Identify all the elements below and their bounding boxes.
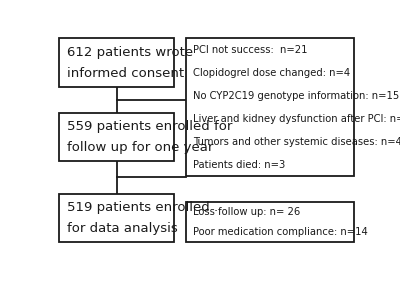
FancyBboxPatch shape [59, 38, 174, 87]
Text: Loss follow up: n= 26: Loss follow up: n= 26 [193, 207, 300, 217]
Text: No CYP2C19 genotype information: n=15: No CYP2C19 genotype information: n=15 [193, 91, 399, 101]
FancyBboxPatch shape [186, 202, 354, 242]
FancyBboxPatch shape [186, 38, 354, 176]
Text: Patients died: n=3: Patients died: n=3 [193, 160, 285, 170]
FancyBboxPatch shape [59, 194, 174, 242]
Text: PCI not success:  n=21: PCI not success: n=21 [193, 45, 307, 55]
Text: 559 patients enrolled for
follow up for one year: 559 patients enrolled for follow up for … [67, 120, 232, 154]
Text: Liver and kidney dysfunction after PCI: n=6: Liver and kidney dysfunction after PCI: … [193, 114, 400, 124]
Text: 612 patients wrote
informed consent: 612 patients wrote informed consent [67, 45, 193, 80]
Text: Poor medication compliance: n=14: Poor medication compliance: n=14 [193, 227, 367, 237]
Text: 519 patients enrolled .
for data analysis: 519 patients enrolled . for data analysi… [67, 201, 218, 235]
FancyBboxPatch shape [59, 113, 174, 161]
Text: Tumors and other systemic diseases: n=4: Tumors and other systemic diseases: n=4 [193, 137, 400, 147]
Text: Clopidogrel dose changed: n=4: Clopidogrel dose changed: n=4 [193, 68, 350, 78]
